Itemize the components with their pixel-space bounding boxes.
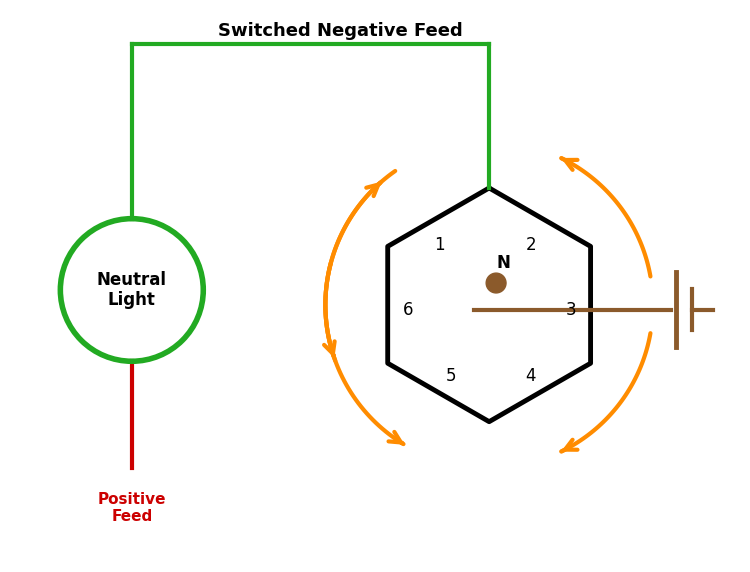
Text: Neutral
Light: Neutral Light bbox=[97, 271, 166, 309]
Text: N: N bbox=[496, 254, 510, 272]
Text: 5: 5 bbox=[446, 367, 457, 385]
Circle shape bbox=[486, 273, 506, 293]
Text: Positive
Feed: Positive Feed bbox=[98, 491, 166, 524]
Text: Switched Negative Feed: Switched Negative Feed bbox=[218, 22, 463, 39]
Text: 6: 6 bbox=[403, 301, 413, 319]
Text: 1: 1 bbox=[434, 236, 445, 255]
Text: 4: 4 bbox=[526, 367, 536, 385]
Text: 2: 2 bbox=[526, 236, 536, 255]
Text: 3: 3 bbox=[566, 301, 576, 319]
